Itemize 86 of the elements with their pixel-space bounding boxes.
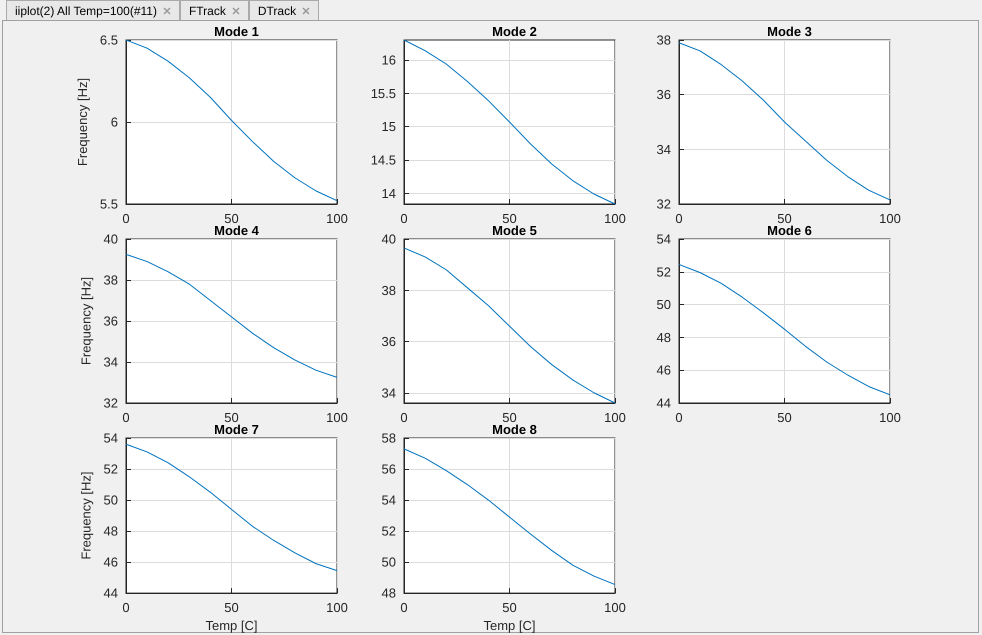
y-tick-label: 44 (656, 396, 671, 410)
x-tick-label: 50 (224, 600, 239, 616)
x-tick-label: 100 (879, 211, 901, 226)
x-tick-label: 0 (122, 410, 130, 425)
y-tick-label: 5.5 (100, 196, 118, 212)
x-tick-label: 50 (502, 410, 517, 425)
y-tick-label: 54 (656, 232, 671, 246)
y-tick-label: 58 (382, 430, 396, 446)
x-tick-label: 0 (400, 600, 408, 616)
y-tick-label: 56 (382, 462, 396, 477)
x-axis-title: Temp [C] (483, 618, 536, 633)
chart-title: Mode 2 (492, 24, 537, 39)
y-tick-label: 38 (382, 282, 396, 298)
y-tick-label: 34 (104, 354, 118, 370)
line-series (404, 40, 616, 204)
chart-title: Mode 6 (767, 223, 812, 238)
x-tick-label: 0 (122, 600, 130, 616)
y-tick-label: 14 (382, 186, 396, 201)
y-tick-label: 54 (104, 430, 118, 446)
line-series (126, 444, 338, 572)
y-tick-label: 38 (656, 32, 671, 48)
x-tick-label: 50 (502, 211, 517, 226)
y-tick-label: 32 (104, 396, 118, 410)
y-tick-label: 14.5 (370, 152, 396, 168)
line-series (126, 254, 338, 378)
y-axis-title: Frequency [Hz] (75, 78, 90, 166)
y-tick-label: 48 (656, 330, 671, 345)
chart-title: Mode 5 (492, 223, 537, 238)
y-tick-label: 32 (656, 196, 671, 212)
line-series (126, 40, 338, 202)
y-tick-label: 46 (656, 362, 671, 378)
y-tick-label: 52 (382, 524, 396, 539)
y-tick-label: 6.5 (100, 32, 118, 48)
y-tick-label: 6 (110, 114, 118, 130)
line-series (404, 448, 616, 586)
y-tick-label: 50 (382, 554, 396, 570)
chart-title: Mode 7 (214, 422, 259, 437)
y-tick-label: 44 (104, 586, 118, 601)
x-axis-title: Temp [C] (205, 618, 258, 633)
x-tick-label: 50 (777, 410, 792, 425)
y-tick-label: 46 (104, 554, 118, 570)
line-series (678, 264, 890, 396)
x-tick-label: 100 (326, 410, 348, 425)
x-tick-label: 50 (502, 600, 517, 616)
y-tick-label: 52 (656, 264, 671, 280)
x-tick-label: 100 (604, 600, 626, 616)
x-tick-label: 100 (326, 211, 348, 226)
line-series (678, 42, 890, 200)
text: DTrack (258, 4, 296, 18)
text: iiplot(2) All Temp=100(#11) (15, 4, 157, 18)
x-tick-label: 50 (777, 211, 792, 226)
y-tick-label: 52 (104, 462, 118, 477)
y-tick-label: 48 (104, 524, 118, 539)
y-tick-label: 40 (104, 232, 118, 246)
y-tick-label: 36 (104, 314, 118, 328)
x-tick-label: 50 (224, 211, 239, 226)
y-tick-label: 36 (382, 334, 396, 349)
text: FTrack (188, 4, 226, 18)
x-tick-label: 0 (400, 410, 408, 425)
x-tick-label: 100 (326, 600, 348, 616)
y-tick-label: 15.5 (370, 86, 396, 101)
y-tick-label: 40 (382, 232, 396, 246)
x-tick-label: 100 (604, 410, 626, 425)
x-tick-label: 100 (879, 410, 901, 425)
y-tick-label: 34 (382, 385, 396, 400)
y-tick-label: 54 (382, 492, 396, 508)
y-tick-label: 36 (656, 87, 671, 102)
y-axis-title: Frequency [Hz] (78, 276, 94, 366)
y-tick-label: 34 (656, 142, 671, 157)
y-tick-label: 38 (104, 272, 118, 288)
x-tick-label: 0 (675, 211, 683, 226)
x-tick-label: 0 (122, 211, 130, 226)
y-tick-label: 16 (382, 52, 396, 68)
y-tick-label: 50 (656, 297, 671, 312)
y-tick-label: 50 (104, 492, 118, 508)
x-tick-label: 0 (400, 211, 408, 226)
chart-title: Mode 4 (214, 223, 260, 238)
chart-title: Mode 3 (767, 24, 812, 39)
x-tick-label: 50 (224, 410, 239, 425)
x-tick-label: 0 (675, 410, 683, 425)
y-axis-title: Frequency [Hz] (78, 471, 94, 560)
chart-title: Mode 8 (492, 422, 537, 437)
chart-title: Mode 1 (214, 24, 259, 39)
x-tick-label: 100 (604, 211, 626, 226)
y-tick-label: 48 (382, 586, 396, 601)
y-tick-label: 15 (382, 119, 396, 134)
